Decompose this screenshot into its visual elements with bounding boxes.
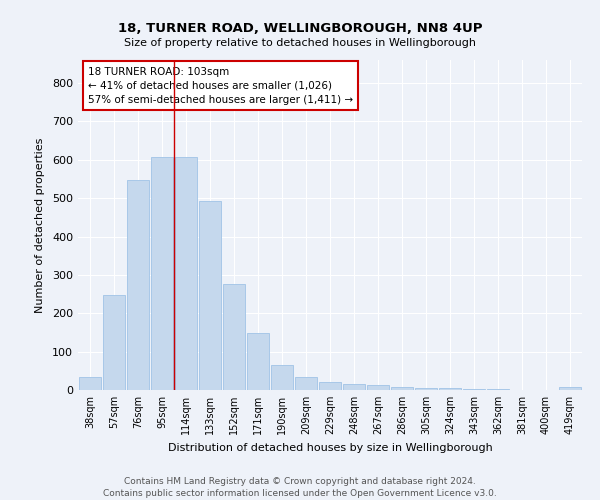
- Bar: [127, 180, 149, 390]
- Bar: [487, 389, 509, 390]
- Bar: [415, 388, 437, 390]
- Bar: [103, 295, 125, 390]
- Text: Size of property relative to detached houses in Wellingborough: Size of property relative to detached ho…: [124, 38, 476, 48]
- Text: Contains HM Land Registry data © Crown copyright and database right 2024.: Contains HM Land Registry data © Crown c…: [124, 478, 476, 486]
- Bar: [271, 365, 293, 390]
- Text: 18 TURNER ROAD: 103sqm
← 41% of detached houses are smaller (1,026)
57% of semi-: 18 TURNER ROAD: 103sqm ← 41% of detached…: [88, 66, 353, 104]
- X-axis label: Distribution of detached houses by size in Wellingborough: Distribution of detached houses by size …: [167, 442, 493, 452]
- Bar: [343, 384, 365, 390]
- Text: 18, TURNER ROAD, WELLINGBOROUGH, NN8 4UP: 18, TURNER ROAD, WELLINGBOROUGH, NN8 4UP: [118, 22, 482, 36]
- Bar: [319, 382, 341, 390]
- Bar: [79, 376, 101, 390]
- Bar: [439, 388, 461, 390]
- Bar: [295, 378, 317, 390]
- Bar: [367, 386, 389, 390]
- Bar: [463, 389, 485, 390]
- Bar: [391, 388, 413, 390]
- Bar: [223, 284, 245, 390]
- Y-axis label: Number of detached properties: Number of detached properties: [35, 138, 45, 312]
- Bar: [199, 201, 221, 390]
- Bar: [151, 157, 173, 390]
- Bar: [559, 388, 581, 390]
- Bar: [175, 157, 197, 390]
- Text: Contains public sector information licensed under the Open Government Licence v3: Contains public sector information licen…: [103, 489, 497, 498]
- Bar: [247, 333, 269, 390]
